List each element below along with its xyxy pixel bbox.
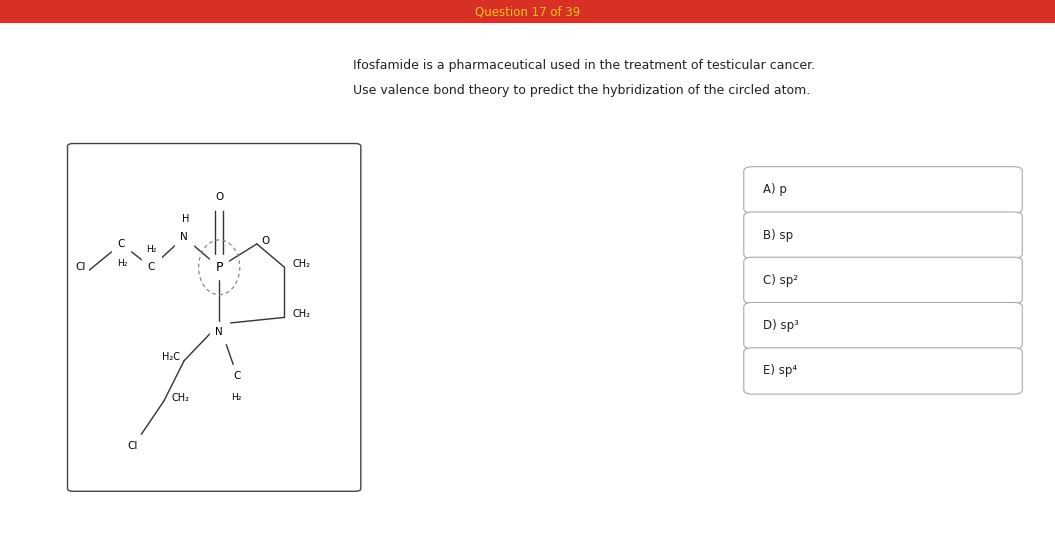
Text: Use valence bond theory to predict the hybridization of the circled atom.: Use valence bond theory to predict the h… xyxy=(353,84,810,97)
Text: H₂: H₂ xyxy=(117,259,128,268)
Text: Cl: Cl xyxy=(128,441,137,451)
Text: H: H xyxy=(181,214,189,224)
Text: H₂C: H₂C xyxy=(162,353,180,363)
Text: CH₂: CH₂ xyxy=(292,309,310,319)
FancyBboxPatch shape xyxy=(744,212,1022,258)
Text: O: O xyxy=(262,236,270,246)
Text: D) sp³: D) sp³ xyxy=(763,319,799,332)
Text: CH₂: CH₂ xyxy=(172,392,190,402)
FancyBboxPatch shape xyxy=(744,348,1022,394)
Text: E) sp⁴: E) sp⁴ xyxy=(763,364,797,378)
Text: C: C xyxy=(117,239,124,249)
Text: P: P xyxy=(215,261,223,274)
FancyBboxPatch shape xyxy=(744,257,1022,304)
Text: Ifosfamide is a pharmaceutical used in the treatment of testicular cancer.: Ifosfamide is a pharmaceutical used in t… xyxy=(353,59,816,72)
Text: C) sp²: C) sp² xyxy=(763,274,798,287)
FancyBboxPatch shape xyxy=(0,0,1055,23)
Text: Question 17 of 39: Question 17 of 39 xyxy=(475,5,580,18)
Text: N: N xyxy=(180,232,188,242)
Text: Cl: Cl xyxy=(76,262,87,272)
FancyBboxPatch shape xyxy=(68,144,361,491)
FancyBboxPatch shape xyxy=(744,302,1022,349)
Text: B) sp: B) sp xyxy=(763,229,793,242)
Text: H₂: H₂ xyxy=(232,392,242,401)
Text: O: O xyxy=(215,192,224,202)
Text: N: N xyxy=(215,327,223,337)
Text: H₂: H₂ xyxy=(147,245,156,254)
Text: A) p: A) p xyxy=(763,183,787,197)
Text: CH₂: CH₂ xyxy=(292,259,310,269)
FancyBboxPatch shape xyxy=(744,167,1022,213)
Text: C: C xyxy=(148,262,155,272)
Text: C: C xyxy=(233,371,241,381)
